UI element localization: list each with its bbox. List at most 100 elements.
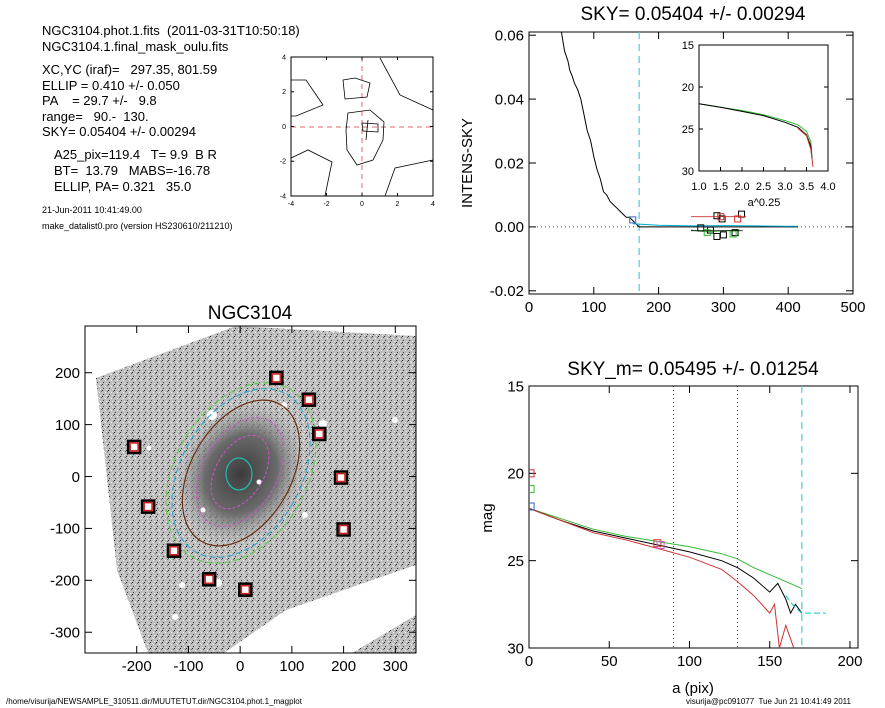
y-tick-label: 0 <box>282 124 286 131</box>
x-tick-label: 300 <box>383 658 408 675</box>
inset-x-tick-label: 1.0 <box>691 181 706 193</box>
sky-point-marker <box>629 216 637 224</box>
y-tick-label: 100 <box>55 417 80 434</box>
contour-line <box>384 159 434 197</box>
y-tick-label: 0 <box>72 469 80 486</box>
masked-star-box <box>140 499 156 514</box>
masked-star-box <box>336 472 346 483</box>
sky-point-marker <box>719 231 727 239</box>
inset-x-tick-label: 2.0 <box>734 181 749 193</box>
sky-plot-ylabel: INTENS-SKY <box>459 118 476 208</box>
file-line: NGC3104.phot.1.fits (2011-03-31T10:50:18… <box>42 23 300 38</box>
masked-star-box <box>143 501 153 512</box>
sky-profile-plot: SKY= 0.05404 +/- 0.00294 INTENS-SKY 0 100… <box>459 4 866 316</box>
masked-star-box <box>304 394 314 405</box>
sky-point-marker <box>738 210 746 218</box>
masked-star-box <box>166 543 182 558</box>
masked-star-box <box>314 429 325 439</box>
y-tick-label: -4 <box>280 193 286 200</box>
masked-star-box <box>240 584 251 595</box>
mag-point-marker <box>529 502 535 511</box>
masked-star-box <box>333 470 349 485</box>
foreground-star <box>256 479 262 485</box>
center-coords: XC,YC (iraf)= 297.35, 801.59 <box>42 62 218 77</box>
sky-point-marker <box>718 215 726 223</box>
y-tick-label: -300 <box>50 624 80 641</box>
mag-profile-plot: SKY_m= 0.05495 +/- 0.01254 mag a (pix) 0… <box>479 359 862 697</box>
inset-x-tick-label: 2.5 <box>756 181 771 193</box>
sky-point-marker <box>734 215 742 223</box>
ellip-pa-line: ELLIP, PA= 0.321 35.0 <box>54 179 192 194</box>
sky-profile-line <box>560 32 798 228</box>
y-tick-label: -0.02 <box>490 283 524 300</box>
inset-y-tick-label: 30 <box>682 166 694 178</box>
contour-line <box>291 79 324 117</box>
foreground-star <box>392 417 398 423</box>
x-tick-label: 200 <box>331 658 356 675</box>
masked-star-box <box>338 524 349 535</box>
masked-star-box <box>204 574 214 585</box>
a25-line: A25_pix=119.4 T= 9.9 B R <box>54 147 217 162</box>
masked-star-box <box>169 545 179 556</box>
user-timestamp: visurija@pc091077 Tue Jun 21 10:41:49 20… <box>686 697 851 706</box>
y-tick-label: 0.04 <box>495 91 524 108</box>
isophote-ellipse <box>171 388 311 558</box>
y-tick-label: 20 <box>507 466 524 483</box>
x-tick-label: 100 <box>581 299 606 316</box>
y-tick-label: -100 <box>50 521 80 538</box>
y-tick-label: 0.02 <box>495 155 524 172</box>
masked-star-box <box>126 439 142 455</box>
contour-line <box>342 77 371 100</box>
y-tick-label: 200 <box>55 365 80 382</box>
x-tick-label: -200 <box>122 658 152 675</box>
masked-star-box <box>301 392 317 407</box>
x-tick-label: 2 <box>396 201 400 208</box>
mag-point-marker <box>529 469 535 478</box>
sky-point-marker <box>703 229 711 237</box>
mag-profile-line <box>529 507 803 590</box>
inset-profile-line <box>797 127 814 167</box>
masked-star-box <box>238 582 253 597</box>
y-tick-label: 0.06 <box>495 27 524 44</box>
galaxy-light <box>175 402 307 546</box>
x-tick-label: 50 <box>601 653 618 670</box>
mag-profile-line <box>529 507 803 615</box>
foreground-star <box>200 507 206 513</box>
y-tick-label: 4 <box>282 54 286 61</box>
contour-line <box>290 149 333 197</box>
inset-x-tick-label: 4.0 <box>820 181 835 193</box>
inset-xlabel: a^0.25 <box>748 197 781 209</box>
mag-profile-line <box>785 595 826 614</box>
galaxy-image-field <box>352 615 416 653</box>
x-tick-label: -2 <box>323 201 329 208</box>
inset-profile-line <box>698 103 813 159</box>
isophote-ellipse <box>210 434 270 510</box>
inset-y-tick-label: 25 <box>682 124 694 136</box>
x-tick-label: -100 <box>173 658 203 675</box>
mag-plot-xlabel: a (pix) <box>672 680 714 697</box>
y-tick-label: -200 <box>50 573 80 590</box>
inset-frame <box>698 44 829 172</box>
ellipticity: ELLIP = 0.410 +/- 0.050 <box>42 78 180 93</box>
x-tick-label: 500 <box>840 299 865 316</box>
sky-inset-plot: 1.0 1.5 2.0 2.5 3.0 3.5 4.0 15 20 25 30 a^0.25 <box>682 40 836 209</box>
x-tick-label: 200 <box>646 299 671 316</box>
x-tick-label: 0 <box>236 658 244 675</box>
masked-star-box <box>201 572 217 587</box>
isophote-ellipse <box>195 417 285 527</box>
masked-star-box <box>129 442 139 452</box>
foreground-star <box>146 445 152 451</box>
x-tick-label: 0 <box>525 299 533 316</box>
bt-line: BT= 13.79 MABS=-16.78 <box>54 163 211 178</box>
galaxy-title: NGC3104 <box>208 303 293 324</box>
x-tick-label: 300 <box>711 299 736 316</box>
x-tick-label: 4 <box>431 201 435 208</box>
mag-profile-line <box>529 507 795 648</box>
y-tick-label: 2 <box>282 89 286 96</box>
x-tick-label: 100 <box>279 658 304 675</box>
x-tick-label: 0 <box>360 201 364 208</box>
contour-line <box>345 109 385 166</box>
y-tick-label: 15 <box>507 378 524 395</box>
